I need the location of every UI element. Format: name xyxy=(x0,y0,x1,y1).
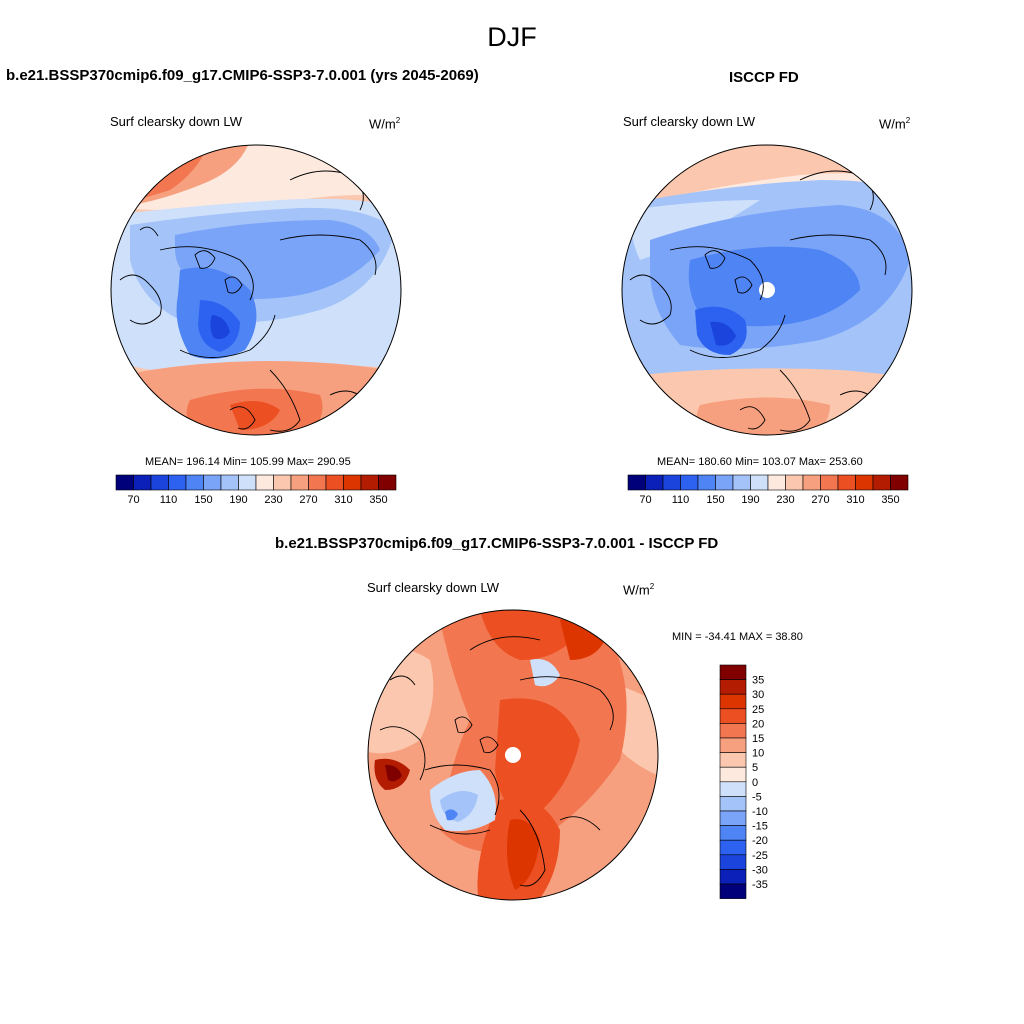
obs-units-label: W/m2 xyxy=(879,116,911,132)
diff-colorbar-box xyxy=(719,883,747,899)
obs-variable-label: Surf clearsky down LW xyxy=(623,114,755,129)
diff-colorbar-label: 30 xyxy=(752,689,764,701)
obs-colorbar-box xyxy=(837,474,856,491)
diff-units-label: W/m2 xyxy=(623,582,655,598)
model-colorbar-box xyxy=(168,474,187,491)
diff-colorbar-label: -20 xyxy=(752,835,768,847)
obs-colorbar-box xyxy=(872,474,891,491)
diff-colorbar-label: 35 xyxy=(752,675,764,687)
diff-colorbar-label: 5 xyxy=(752,762,758,774)
model-panel-title: b.e21.BSSP370cmip6.f09_g17.CMIP6-SSP3-7.… xyxy=(6,67,479,84)
diff-colorbar-label: 20 xyxy=(752,718,764,730)
obs-colorbar-label: 110 xyxy=(672,494,690,506)
obs-colorbar-box xyxy=(750,474,769,491)
obs-colorbar-box xyxy=(855,474,874,491)
diff-colorbar-box xyxy=(719,839,747,856)
model-colorbar-box xyxy=(290,474,309,491)
diff-colorbar-box xyxy=(719,854,747,870)
obs-colorbar-label: 270 xyxy=(811,494,829,506)
model-colorbar-box xyxy=(360,474,379,491)
diff-stats: MIN = -34.41 MAX = 38.80 xyxy=(672,631,803,643)
diff-colorbar-box xyxy=(719,752,747,768)
diff-colorbar-box xyxy=(719,679,747,695)
obs-colorbar-box xyxy=(697,474,716,491)
obs-colorbar-box xyxy=(715,474,734,491)
diff-variable-label: Surf clearsky down LW xyxy=(367,580,499,595)
diff-colorbar-box xyxy=(719,825,747,841)
obs-colorbar-box xyxy=(645,474,664,491)
model-colorbar-label: 70 xyxy=(127,494,139,506)
obs-colorbar-box xyxy=(890,474,909,491)
diff-colorbar-box xyxy=(719,781,747,797)
diff-colorbar: 35 30 25 20 15 10 5 0 -5 -10 -15 -20 -25 -30 -35 xyxy=(719,664,768,899)
obs-colorbar-box xyxy=(820,474,839,491)
obs-colorbar-label: 350 xyxy=(881,494,899,506)
diff-colorbar-label: -30 xyxy=(752,864,768,876)
diff-colorbar-box xyxy=(719,723,747,739)
obs-stats: MEAN= 180.60 Min= 103.07 Max= 253.60 xyxy=(657,456,863,468)
obs-colorbar-box xyxy=(627,474,646,491)
diff-colorbar-label: -15 xyxy=(752,821,768,833)
diff-colorbar-label: -5 xyxy=(752,791,762,803)
model-colorbar-box xyxy=(150,474,169,491)
model-colorbar-box xyxy=(220,474,239,491)
model-colorbar-label: 350 xyxy=(369,494,387,506)
diff-colorbar-label: -35 xyxy=(752,879,768,891)
model-colorbar-label: 270 xyxy=(299,494,317,506)
model-colorbar-box xyxy=(378,474,397,491)
model-colorbar-label: 150 xyxy=(194,494,212,506)
diff-colorbar-label: 10 xyxy=(752,748,764,760)
obs-colorbar-box xyxy=(785,474,804,491)
model-colorbar-box xyxy=(343,474,362,491)
diff-colorbar-label: 25 xyxy=(752,704,764,716)
model-colorbar-box xyxy=(185,474,204,491)
obs-colorbar-label: 150 xyxy=(706,494,724,506)
obs-colorbar-box xyxy=(802,474,821,491)
model-colorbar-box xyxy=(115,474,134,491)
model-polar-map xyxy=(110,144,402,436)
diff-polar-map xyxy=(367,609,659,901)
diff-colorbar-label: 0 xyxy=(752,777,758,789)
model-units-label: W/m2 xyxy=(369,116,401,132)
model-colorbar-box xyxy=(238,474,257,491)
diff-colorbar-box xyxy=(719,737,747,753)
diff-colorbar-box xyxy=(719,810,747,826)
diff-colorbar-box xyxy=(719,766,747,783)
figure-title: DJF xyxy=(487,22,537,52)
model-colorbar: 70 110 150 190 230 270 310 350 xyxy=(115,474,397,506)
diff-colorbar-label: -25 xyxy=(752,850,768,862)
diff-colorbar-label: -10 xyxy=(752,806,768,818)
diff-colorbar-label: 15 xyxy=(752,733,764,745)
obs-polar-map xyxy=(621,144,913,436)
diff-colorbar-box xyxy=(719,693,747,710)
model-colorbar-label: 190 xyxy=(229,494,247,506)
diff-colorbar-box xyxy=(719,796,747,812)
obs-colorbar: 70 110 150 190 230 270 310 350 xyxy=(627,474,909,506)
obs-colorbar-box xyxy=(662,474,681,491)
model-colorbar-box xyxy=(273,474,292,491)
obs-colorbar-box xyxy=(680,474,699,491)
obs-colorbar-box xyxy=(767,474,786,491)
model-colorbar-label: 310 xyxy=(334,494,352,506)
model-colorbar-label: 230 xyxy=(264,494,282,506)
model-stats: MEAN= 196.14 Min= 105.99 Max= 290.95 xyxy=(145,456,351,468)
diff-colorbar-box xyxy=(719,869,747,885)
model-colorbar-box xyxy=(133,474,152,491)
model-colorbar-label: 110 xyxy=(160,494,178,506)
model-colorbar-box xyxy=(308,474,327,491)
model-colorbar-box xyxy=(203,474,222,491)
obs-colorbar-label: 310 xyxy=(846,494,864,506)
model-colorbar-box xyxy=(325,474,344,491)
model-variable-label: Surf clearsky down LW xyxy=(110,114,242,129)
obs-colorbar-label: 190 xyxy=(741,494,759,506)
obs-colorbar-label: 230 xyxy=(776,494,794,506)
model-colorbar-box xyxy=(255,474,274,491)
diff-panel-title: b.e21.BSSP370cmip6.f09_g17.CMIP6-SSP3-7.… xyxy=(275,535,719,552)
obs-colorbar-box xyxy=(732,474,751,491)
obs-colorbar-label: 70 xyxy=(639,494,651,506)
diff-colorbar-box xyxy=(719,708,747,724)
diff-colorbar-box xyxy=(719,664,747,680)
obs-panel-title: ISCCP FD xyxy=(729,69,799,86)
